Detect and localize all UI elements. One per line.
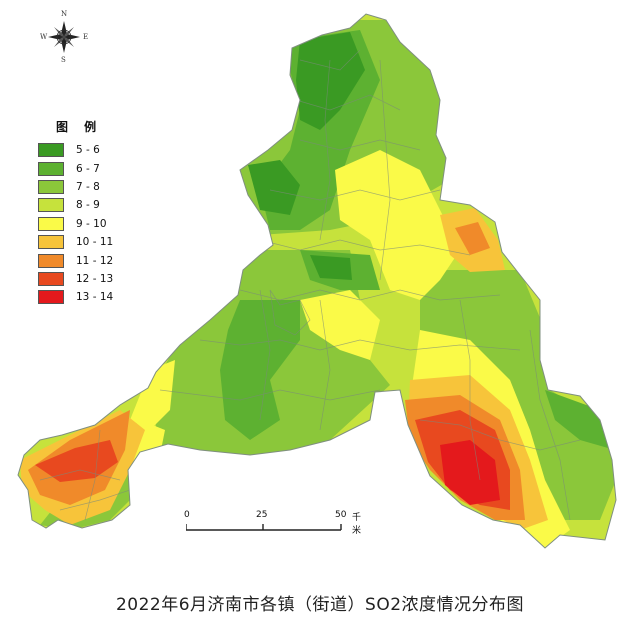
legend-title: 图 例 <box>56 120 103 134</box>
legend-label: 9 - 10 <box>76 217 107 230</box>
legend-label: 6 - 7 <box>76 162 100 175</box>
legend-label: 11 - 12 <box>76 254 114 267</box>
legend-item: 13 - 14 <box>38 288 113 306</box>
legend-swatch <box>38 179 64 194</box>
scale-bar: 0 25 50 千米 <box>184 508 366 542</box>
legend-item: 10 - 11 <box>38 233 113 251</box>
legend-swatch <box>38 235 64 250</box>
legend-swatch <box>38 216 64 231</box>
legend-item: 6 - 7 <box>38 159 113 177</box>
legend-swatch <box>38 198 64 213</box>
north-arrow-compass: N W E S <box>38 8 90 64</box>
compass-south-label: S <box>61 56 66 64</box>
legend-label: 10 - 11 <box>76 236 114 249</box>
legend-label: 8 - 9 <box>76 199 100 212</box>
legend-label: 5 - 6 <box>76 144 100 157</box>
legend-item: 7 - 8 <box>38 178 113 196</box>
scale-tick-0: 0 <box>184 510 190 520</box>
scale-tick-25: 25 <box>256 510 268 520</box>
scale-unit: 千米 <box>352 513 362 536</box>
compass-east-label: E <box>83 33 89 41</box>
legend-item: 5 - 6 <box>38 141 113 159</box>
compass-north-label: N <box>61 10 68 18</box>
legend-swatch <box>38 290 64 305</box>
legend-swatch <box>38 161 64 176</box>
legend-swatch <box>38 253 64 268</box>
legend-item: 8 - 9 <box>38 196 113 214</box>
scale-tick-50: 50 <box>335 510 347 520</box>
legend-label: 12 - 13 <box>76 272 114 285</box>
compass-rose-icon <box>48 21 80 53</box>
legend-item: 9 - 10 <box>38 215 113 233</box>
legend-label: 13 - 14 <box>76 291 114 304</box>
map-caption: 2022年6月济南市各镇（街道）SO2浓度情况分布图 <box>115 595 525 615</box>
legend-item: 11 - 12 <box>38 251 113 269</box>
compass-west-label: W <box>40 33 48 41</box>
legend-swatch <box>38 143 64 158</box>
scale-bar-graphic <box>185 524 342 531</box>
legend: 图 例 5 - 6 6 - 7 7 - 8 8 - 9 9 - 10 10 - 11 11 … <box>38 118 113 307</box>
legend-swatch <box>38 271 64 286</box>
legend-item: 12 - 13 <box>38 270 113 288</box>
legend-label: 7 - 8 <box>76 180 100 193</box>
